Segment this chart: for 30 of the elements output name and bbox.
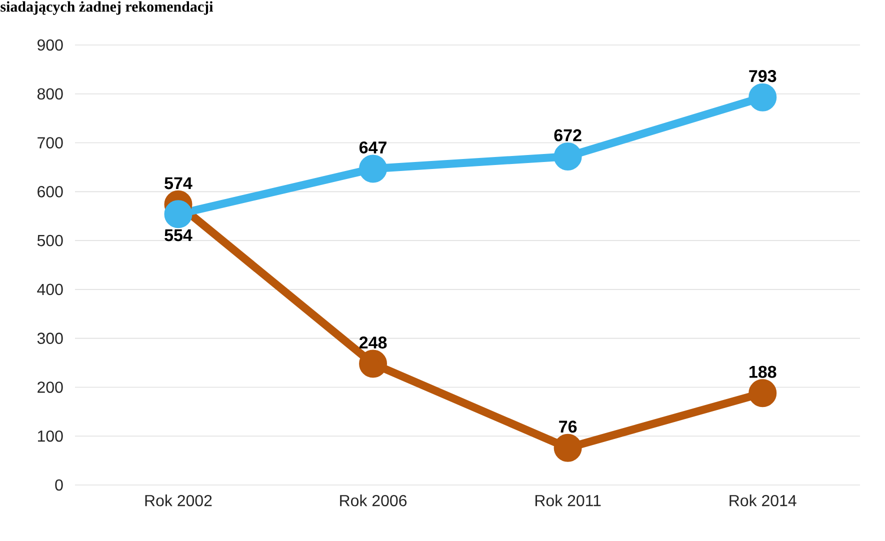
data-label: 76 bbox=[559, 420, 577, 433]
point bbox=[748, 83, 777, 112]
y-tick-label: 800 bbox=[37, 88, 63, 100]
y-tick-label: 500 bbox=[37, 234, 63, 246]
data-label: 188 bbox=[750, 366, 776, 378]
y-tick-label: 700 bbox=[38, 137, 63, 148]
x-tick-label: Rok 2011 bbox=[535, 494, 601, 506]
data-label: 793 bbox=[749, 70, 776, 82]
data-label: 672 bbox=[554, 129, 582, 142]
x-tick-label: Rok 2006 bbox=[340, 494, 407, 506]
point bbox=[554, 434, 582, 462]
point bbox=[748, 379, 777, 408]
y-tick-label: 400 bbox=[37, 284, 63, 296]
y-tick-label: 200 bbox=[38, 382, 63, 393]
y-tick-label: 900 bbox=[38, 39, 63, 51]
data-label: 248 bbox=[359, 336, 387, 349]
point bbox=[359, 154, 388, 183]
y-tick-label: 100 bbox=[38, 430, 63, 442]
data-label: 554 bbox=[164, 229, 192, 242]
point bbox=[554, 142, 582, 170]
y-tick-label: 600 bbox=[38, 186, 63, 198]
point bbox=[164, 200, 192, 228]
y-tick-label: 0 bbox=[55, 479, 63, 491]
data-label: 574 bbox=[164, 177, 192, 190]
x-tick-label: Rok 2002 bbox=[145, 494, 212, 506]
x-tick-label: Rok 2014 bbox=[730, 494, 796, 506]
chart-title: siadających żadnej rekomendacji bbox=[0, 1, 214, 15]
y-tick-label: 300 bbox=[37, 332, 63, 344]
data-label: 647 bbox=[359, 141, 386, 154]
point bbox=[359, 350, 388, 378]
